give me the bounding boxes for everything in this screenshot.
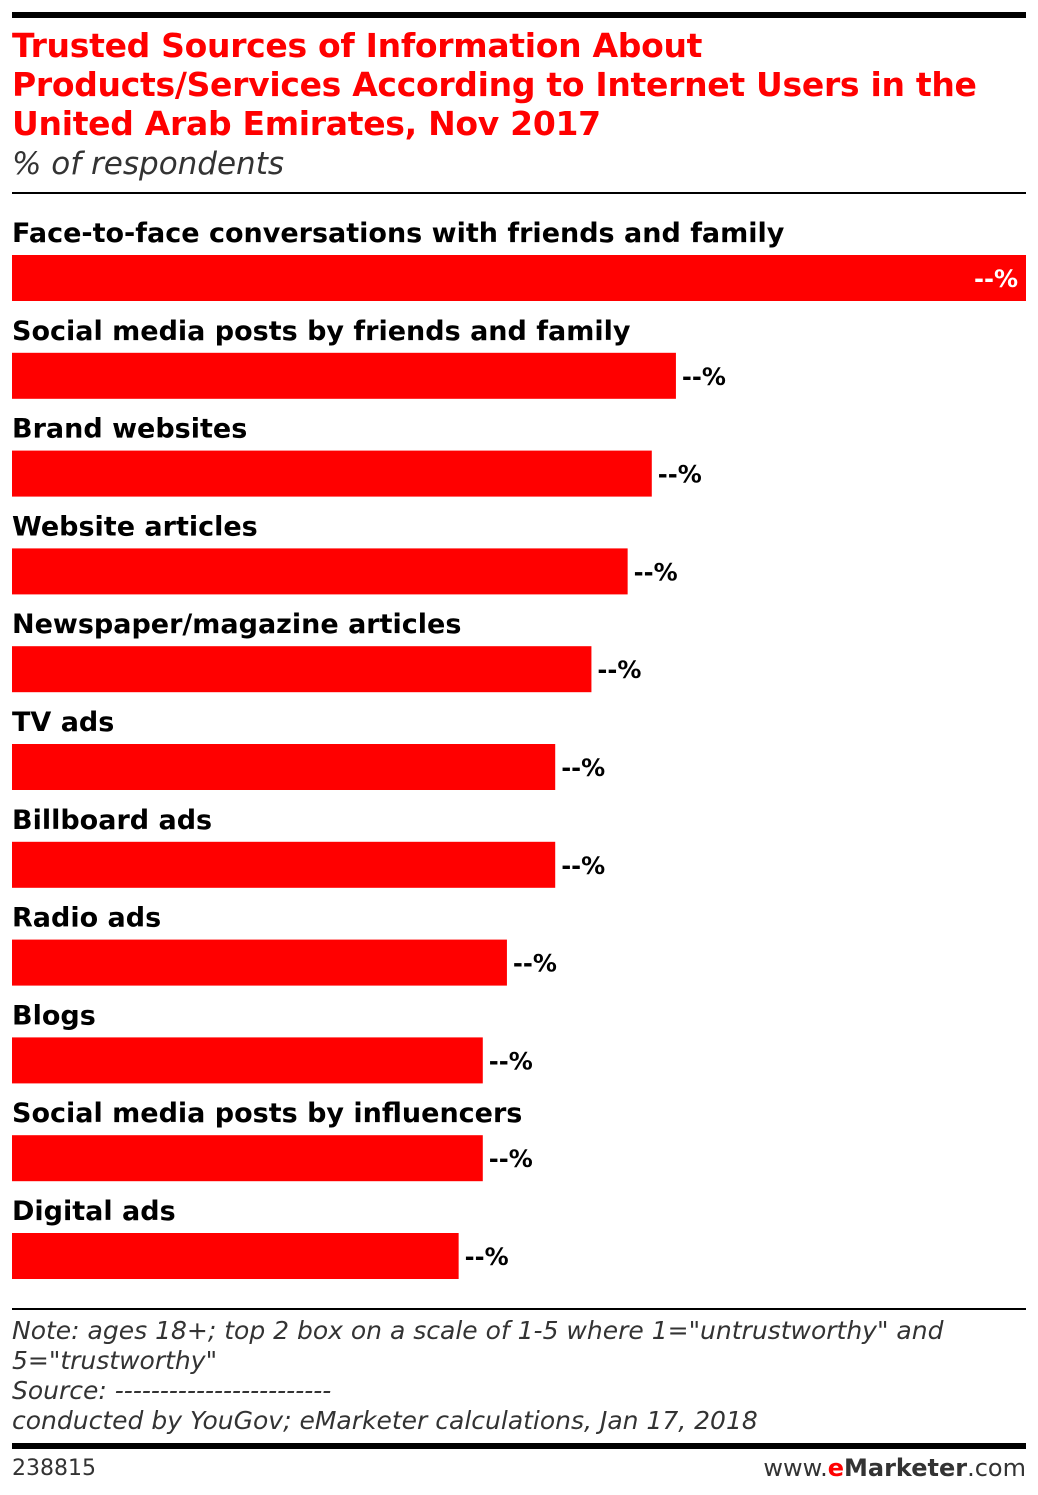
bar	[12, 939, 507, 986]
category-label: Newspaper/magazine articles	[12, 609, 461, 640]
chart-id: 238815	[12, 1456, 96, 1481]
brand-prefix: www.	[763, 1454, 828, 1482]
value-label: --%	[597, 656, 641, 684]
bar	[12, 255, 1026, 301]
value-label: --%	[465, 1243, 509, 1271]
category-label: Brand websites	[12, 414, 247, 445]
top-rule	[12, 12, 1026, 18]
category-label: Website articles	[12, 511, 258, 542]
value-label: --%	[658, 461, 702, 489]
bar	[12, 1233, 459, 1279]
bar	[12, 744, 556, 790]
bar	[12, 1135, 483, 1182]
value-label: --%	[489, 1145, 533, 1173]
footer-divider	[12, 1308, 1026, 1310]
value-label: --%	[974, 265, 1018, 293]
bar	[12, 841, 556, 888]
chart-title: Trusted Sources of Information About Pro…	[12, 26, 977, 143]
bar	[12, 646, 592, 693]
bar	[12, 352, 676, 399]
category-label: Digital ads	[12, 1196, 176, 1227]
source-detail-text: conducted by YouGov; eMarketer calculati…	[12, 1406, 758, 1435]
header-divider	[12, 192, 1026, 194]
value-label: --%	[561, 754, 605, 782]
category-label: Social media posts by influencers	[12, 1098, 522, 1129]
bottom-rule	[12, 1443, 1026, 1449]
brand-name: Marketer	[844, 1454, 968, 1482]
chart-subtitle: % of respondents	[12, 146, 285, 182]
category-label: Blogs	[12, 1000, 96, 1031]
source-text: Source: ------------------------	[12, 1376, 332, 1405]
category-label: Radio ads	[12, 903, 161, 934]
brand-url[interactable]: www.eMarketer.com	[763, 1454, 1026, 1482]
category-label: Billboard ads	[12, 805, 212, 836]
bar	[12, 450, 652, 497]
bar-chart: Face-to-face conversations with friends …	[12, 218, 1026, 1279]
brand-e: e	[827, 1454, 845, 1482]
bar	[12, 1037, 483, 1084]
chart-notes: Note: ages 18+; top 2 box on a scale of …	[12, 1316, 1022, 1436]
value-label: --%	[489, 1047, 533, 1075]
value-label: --%	[561, 852, 605, 880]
value-label: --%	[682, 363, 726, 391]
category-label: Social media posts by friends and family	[12, 316, 631, 347]
category-label: TV ads	[12, 707, 114, 738]
category-label: Face-to-face conversations with friends …	[12, 218, 785, 249]
bar	[12, 548, 628, 595]
value-label: --%	[634, 558, 678, 586]
value-label: --%	[513, 950, 557, 978]
note-text: Note: ages 18+; top 2 box on a scale of …	[12, 1316, 944, 1375]
brand-suffix: .com	[967, 1454, 1026, 1482]
